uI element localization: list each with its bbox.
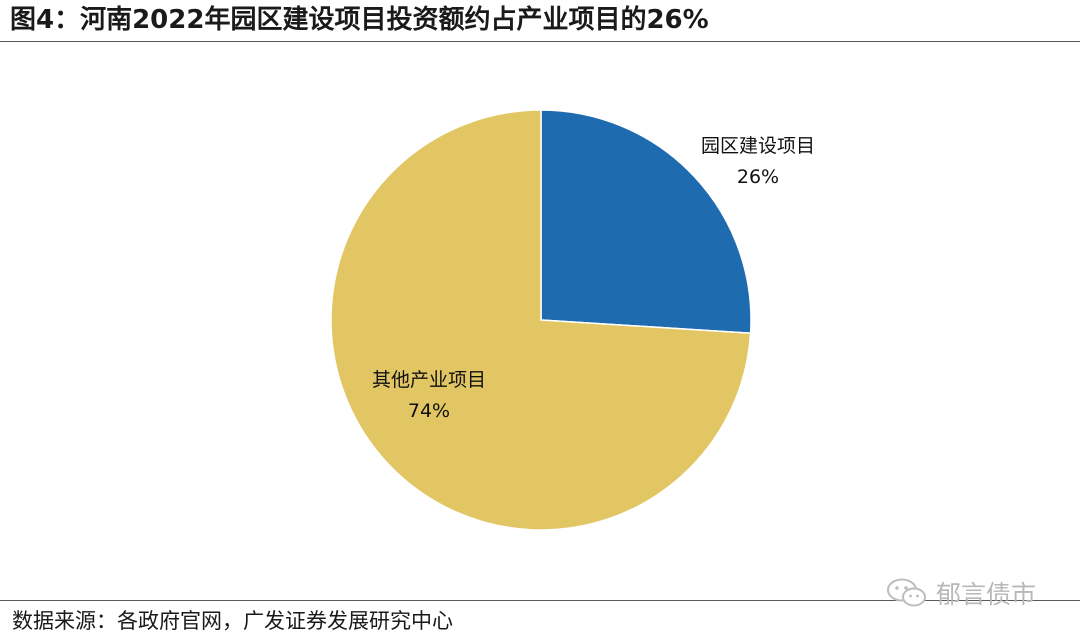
slice-label-2-value: 74% bbox=[408, 400, 450, 422]
pie-slices bbox=[330, 109, 752, 531]
chart-title: 图4：河南2022年园区建设项目投资额约占产业项目的26% bbox=[10, 5, 709, 35]
slice-label-2-name: 其他产业项目 bbox=[372, 369, 486, 391]
pie-slice-1 bbox=[540, 109, 752, 334]
watermark-text: 郁言债市 bbox=[936, 580, 1037, 609]
footer-divider bbox=[0, 600, 1080, 601]
pie-slice-2 bbox=[330, 109, 752, 531]
wechat-icon bbox=[887, 578, 926, 607]
pie-chart: 园区建设项目 26% 其他产业项目 74% bbox=[330, 109, 815, 531]
slice-label-1-name: 园区建设项目 bbox=[701, 135, 815, 157]
watermark: 郁言债市 bbox=[886, 576, 1036, 610]
pie-labels: 园区建设项目 26% 其他产业项目 74% bbox=[372, 135, 815, 422]
source-note: 数据来源：各政府官网，广发证券发展研究中心 bbox=[12, 609, 453, 633]
title-divider bbox=[0, 41, 1080, 42]
slice-label-1-value: 26% bbox=[737, 166, 779, 188]
